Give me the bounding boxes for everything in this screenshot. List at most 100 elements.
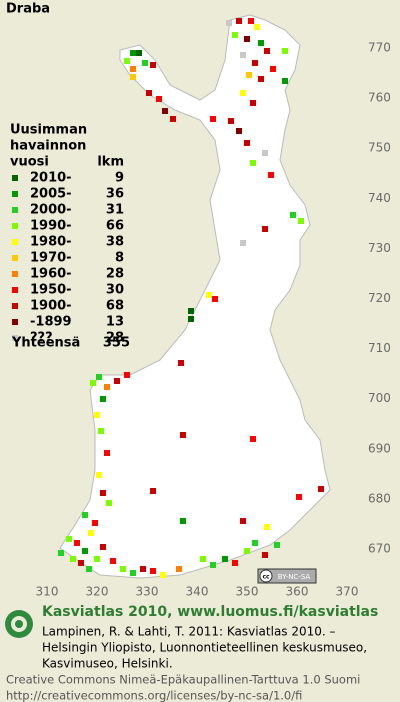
legend-swatch: [12, 271, 18, 277]
badge-text: BY-NC-SA: [278, 573, 311, 581]
legend-count: 36: [106, 187, 124, 202]
observation-square: [250, 436, 256, 442]
legend-label: 1970-: [30, 251, 72, 266]
observation-square: [298, 218, 304, 224]
legend-count: 8: [115, 251, 124, 266]
observation-square: [130, 50, 136, 56]
y-grid-label: 690: [368, 441, 391, 455]
legend-swatch: [12, 239, 18, 245]
observation-square: [246, 72, 252, 78]
badge-frame: [257, 568, 317, 584]
observation-square: [282, 48, 288, 54]
x-grid-label: 340: [186, 585, 209, 599]
observation-square: [94, 556, 100, 562]
observation-square: [244, 36, 250, 42]
observation-square: [146, 90, 152, 96]
observation-square: [252, 60, 258, 66]
legend-swatch: [12, 175, 18, 181]
observation-square: [142, 60, 148, 66]
observation-square: [232, 560, 238, 566]
y-grid-label: 670: [368, 542, 391, 556]
observation-square: [150, 488, 156, 494]
observation-square: [98, 428, 104, 434]
legend-swatch: [12, 303, 18, 309]
observation-square: [150, 568, 156, 574]
badge-icon: cc: [262, 574, 270, 581]
legend-swatch: [12, 255, 18, 261]
legend-heading: Uusimman: [10, 123, 87, 138]
observation-square: [96, 374, 102, 380]
observation-square: [120, 566, 126, 572]
observation-square: [130, 570, 136, 576]
observation-square: [88, 530, 94, 536]
observation-square: [244, 548, 250, 554]
observation-square: [140, 566, 146, 572]
legend-count: 30: [106, 283, 124, 298]
observation-square: [200, 556, 206, 562]
observation-square: [92, 520, 98, 526]
observation-square: [104, 450, 110, 456]
x-grid-label: 330: [136, 585, 159, 599]
legend-count: 31: [106, 203, 124, 218]
observation-square: [290, 212, 296, 218]
observation-square: [106, 500, 112, 506]
observation-square: [228, 118, 234, 124]
legend-count: 68: [106, 299, 124, 314]
legend-label: 1980-: [30, 235, 72, 250]
legend-swatch: [12, 191, 18, 197]
citation: Lampinen, R. & Lahti, T. 2011: Kasviatla…: [42, 625, 336, 639]
observation-square: [136, 50, 142, 56]
observation-square: [274, 542, 280, 548]
badge-circle: [259, 569, 273, 583]
observation-square: [318, 486, 324, 492]
x-grid-label: 360: [286, 585, 309, 599]
legend-count: 13: [106, 315, 124, 330]
observation-squares: [58, 18, 324, 578]
x-grid-label: 310: [36, 585, 59, 599]
observation-square: [156, 96, 162, 102]
observation-square: [262, 150, 268, 156]
observation-square: [86, 566, 92, 572]
observation-square: [130, 66, 136, 72]
observation-square: [268, 172, 274, 178]
observation-square: [58, 550, 64, 556]
site-name: Kasviatlas 2010, www.luomus.fi/kasviatla…: [42, 604, 378, 620]
observation-square: [240, 518, 246, 524]
observation-square: [210, 562, 216, 568]
observation-square: [160, 572, 166, 578]
observation-square: [82, 512, 88, 518]
observation-square: [100, 490, 106, 496]
legend-label: 2005-: [30, 187, 72, 202]
observation-square: [222, 556, 228, 562]
total-count: 355: [103, 336, 130, 351]
legend-label: 1900-: [30, 299, 72, 314]
observation-square: [244, 140, 250, 146]
observation-square: [264, 524, 270, 530]
observation-square: [96, 472, 102, 478]
observation-square: [180, 432, 186, 438]
observation-square: [250, 100, 256, 106]
total-label: Yhteensä: [11, 336, 80, 351]
observation-square: [94, 412, 100, 418]
license: Creative Commons Nimeä-Epäkaupallinen-Ta…: [6, 673, 360, 687]
observation-square: [70, 556, 76, 562]
observation-square: [130, 74, 136, 80]
y-grid-label: 720: [368, 291, 391, 305]
legend-label: 1960-: [30, 267, 72, 282]
citation: Kasvimuseo, Helsinki.: [42, 657, 173, 671]
observation-square: [114, 378, 120, 384]
legend-label: 2010-: [30, 171, 72, 186]
observation-square: [150, 62, 156, 68]
cc-badge: cc BY-NC-SA: [257, 568, 317, 584]
logo-center: [15, 620, 23, 628]
x-grid-label: 320: [86, 585, 109, 599]
legend-label: 1950-: [30, 283, 72, 298]
y-grid-label: 680: [368, 491, 391, 505]
observation-square: [296, 494, 302, 500]
legend-count: 66: [106, 219, 124, 234]
observation-square: [124, 372, 130, 378]
observation-square: [240, 52, 246, 58]
observation-square: [124, 58, 130, 64]
observation-square: [170, 116, 176, 122]
legend-swatch: [12, 319, 18, 325]
